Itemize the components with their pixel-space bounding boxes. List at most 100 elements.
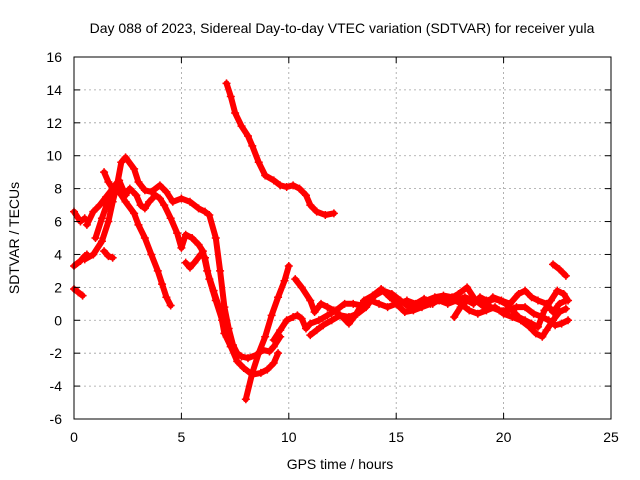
data-point-marker — [555, 299, 564, 308]
data-point-marker — [267, 311, 276, 320]
data-point-marker — [201, 253, 210, 262]
data-point-marker — [100, 168, 109, 177]
x-tick-label: 20 — [496, 429, 512, 445]
data-point-marker — [323, 311, 332, 320]
data-series — [70, 79, 573, 404]
data-point-marker — [327, 316, 336, 325]
data-point-marker — [89, 207, 98, 216]
data-point-marker — [74, 288, 83, 297]
data-point-marker — [173, 229, 182, 238]
series-trace — [242, 263, 292, 403]
data-point-marker — [162, 293, 171, 302]
data-point-marker — [289, 312, 298, 321]
x-axis-label: GPS time / hours — [287, 456, 394, 472]
data-point-marker — [269, 359, 278, 368]
data-point-marker — [508, 306, 517, 315]
data-point-marker — [274, 293, 283, 302]
data-point-marker — [153, 266, 162, 275]
data-point-marker — [222, 332, 231, 341]
data-point-marker — [201, 207, 210, 216]
data-point-marker — [78, 291, 87, 300]
data-point-marker — [555, 265, 564, 274]
series-arc-11 — [222, 79, 338, 219]
x-tick-label: 5 — [178, 429, 186, 445]
y-tick-label: 2 — [54, 279, 62, 295]
series-trace — [223, 80, 337, 218]
data-point-marker — [196, 250, 205, 259]
data-point-marker — [521, 303, 530, 312]
data-point-marker — [121, 191, 130, 200]
data-point-marker — [362, 303, 371, 312]
data-point-marker — [280, 276, 289, 285]
data-point-marker — [549, 316, 558, 325]
data-point-marker — [136, 201, 145, 210]
data-point-marker — [527, 293, 536, 302]
axis-ticks: 0 5 10 15 20 25 -6 -4 -2 0 2 4 6 8 10 12 14 16 — [46, 49, 619, 445]
data-point-marker — [546, 296, 555, 305]
data-point-marker — [291, 275, 300, 284]
data-point-marker — [297, 314, 306, 323]
data-point-marker — [564, 316, 573, 325]
data-point-marker — [160, 201, 169, 210]
data-point-marker — [430, 293, 439, 302]
data-point-marker — [166, 301, 175, 310]
data-point-marker — [181, 230, 190, 239]
data-point-marker — [306, 319, 315, 328]
data-point-marker — [293, 311, 302, 320]
y-tick-label: -4 — [50, 378, 63, 394]
data-point-marker — [561, 304, 570, 313]
data-point-marker — [359, 296, 368, 305]
data-point-marker — [211, 234, 220, 242]
data-point-marker — [218, 316, 227, 325]
data-point-marker — [312, 207, 321, 216]
data-point-marker — [104, 252, 113, 261]
data-point-marker — [248, 141, 257, 150]
data-point-marker — [256, 368, 265, 377]
y-tick-label: 8 — [54, 181, 62, 197]
data-point-marker — [134, 220, 143, 229]
data-point-marker — [310, 308, 319, 317]
data-point-marker — [344, 312, 353, 321]
x-tick-label: 0 — [70, 429, 78, 445]
data-point-marker — [104, 217, 113, 226]
series-arc-7 — [100, 247, 117, 262]
data-point-marker — [216, 266, 225, 275]
data-point-marker — [108, 184, 117, 193]
data-point-marker — [329, 306, 338, 315]
data-point-marker — [248, 368, 257, 377]
series-trace — [71, 208, 88, 225]
data-point-marker — [450, 312, 459, 321]
y-tick-label: 16 — [46, 49, 62, 65]
data-point-marker — [553, 286, 562, 295]
data-point-marker — [312, 326, 321, 335]
data-point-marker — [261, 171, 270, 180]
data-point-marker — [188, 234, 197, 242]
data-point-marker — [456, 303, 465, 312]
series-arc-16 — [549, 260, 570, 280]
data-point-marker — [269, 336, 278, 345]
data-point-marker — [190, 258, 199, 267]
data-point-marker — [263, 365, 272, 374]
data-point-marker — [340, 299, 349, 308]
data-point-marker — [97, 214, 106, 223]
data-point-marker — [97, 237, 106, 246]
data-point-marker — [514, 312, 523, 321]
data-point-marker — [95, 201, 104, 210]
data-point-marker — [533, 322, 542, 331]
data-point-marker — [254, 349, 263, 358]
data-point-marker — [241, 395, 250, 404]
data-point-marker — [370, 291, 379, 300]
data-point-marker — [475, 293, 484, 302]
data-point-marker — [306, 296, 315, 305]
series-arc-9 — [181, 250, 235, 351]
series-trace — [182, 251, 234, 350]
y-tick-label: 0 — [54, 312, 62, 328]
data-point-marker — [181, 258, 190, 267]
data-point-marker — [222, 79, 231, 88]
data-point-marker — [89, 250, 98, 259]
data-point-marker — [226, 342, 235, 351]
data-point-marker — [540, 306, 549, 315]
data-point-marker — [306, 201, 315, 210]
y-tick-label: -2 — [50, 345, 63, 361]
data-point-marker — [254, 158, 263, 167]
